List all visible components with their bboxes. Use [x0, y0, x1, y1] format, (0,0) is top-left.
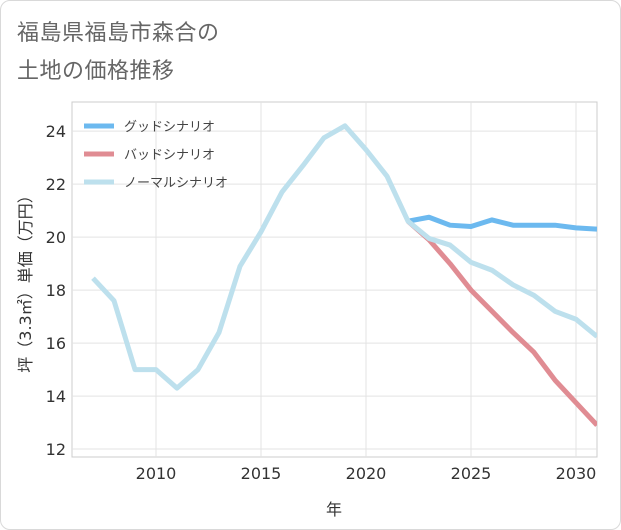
- x-tick-label: 2020: [346, 464, 387, 483]
- legend-label: ノーマルシナリオ: [124, 176, 228, 191]
- y-axis-label: 坪（3.3㎡）単価（万円）: [16, 187, 35, 372]
- y-tick-label: 16: [46, 334, 66, 353]
- y-tick-label: 20: [46, 228, 66, 247]
- legend-label: グッドシナリオ: [124, 120, 215, 135]
- y-tick-labels: 12 14 16 18 20 22 24: [46, 122, 66, 459]
- y-tick-label: 12: [46, 440, 66, 459]
- series-lines: [91, 123, 597, 427]
- legend-label: バッドシナリオ: [124, 148, 215, 163]
- y-tick-label: 18: [46, 281, 66, 300]
- x-tick-label: 2010: [136, 464, 177, 483]
- series-line-2: [406, 219, 597, 427]
- series-line-3: [91, 123, 597, 391]
- grid-lines: [72, 102, 597, 457]
- x-tick-labels: 2010 2015 2020 2025 2030: [136, 464, 597, 483]
- y-tick-label: 24: [46, 122, 66, 141]
- chart-title-line-1: 福島県福島市森合の: [17, 21, 220, 46]
- chart-title: 福島県福島市森合の 土地の価格推移: [17, 15, 220, 91]
- x-tick-label: 2025: [451, 464, 492, 483]
- x-tick-label: 2030: [556, 464, 597, 483]
- y-tick-label: 14: [46, 387, 66, 406]
- x-axis-label: 年: [326, 500, 342, 519]
- y-tick-label: 22: [46, 175, 66, 194]
- series-line-1: [407, 214, 597, 232]
- chart-title-line-2: 土地の価格推移: [17, 59, 175, 84]
- x-tick-label: 2015: [241, 464, 282, 483]
